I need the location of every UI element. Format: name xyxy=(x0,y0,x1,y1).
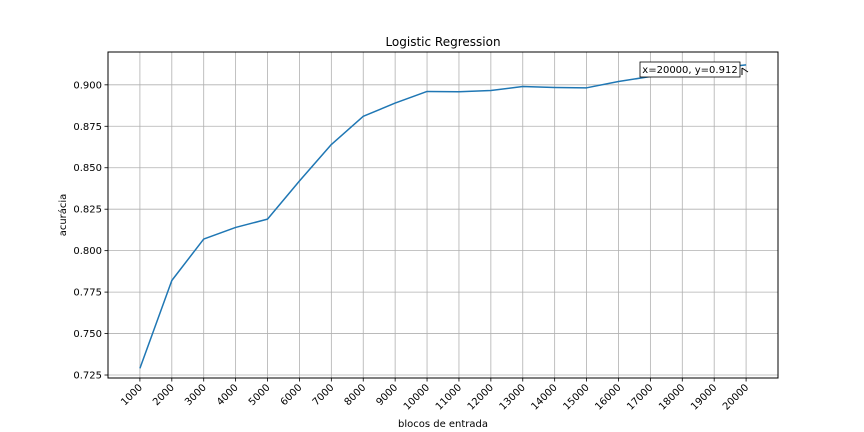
y-tick-label: 0.900 xyxy=(73,80,102,91)
y-tick-label: 0.800 xyxy=(73,246,102,257)
chart-title: Logistic Regression xyxy=(385,35,500,49)
plot-frame xyxy=(107,51,779,379)
annotation-box xyxy=(639,61,741,78)
y-tick-label: 0.775 xyxy=(73,288,102,299)
y-tick-label: 0.825 xyxy=(73,205,102,216)
y-tick-label: 0.875 xyxy=(73,122,102,133)
grid xyxy=(108,52,778,378)
y-tick-label: 0.750 xyxy=(73,329,102,340)
x-axis-label: blocos de entrada xyxy=(398,419,488,430)
y-axis: 0.725 0.750 0.775 0.800 0.825 0.850 0.875 0.900 xyxy=(73,80,108,382)
y-tick-label: 0.850 xyxy=(73,163,102,174)
cursor-annotation: x=20000, y=0.912 xyxy=(639,61,749,78)
y-tick-label: 0.725 xyxy=(73,371,102,382)
y-axis-label: acurácia xyxy=(57,194,69,237)
plot-area xyxy=(108,52,778,378)
mouse-cursor-icon xyxy=(741,67,749,75)
annotation-text: x=20000, y=0.912 xyxy=(642,65,737,76)
